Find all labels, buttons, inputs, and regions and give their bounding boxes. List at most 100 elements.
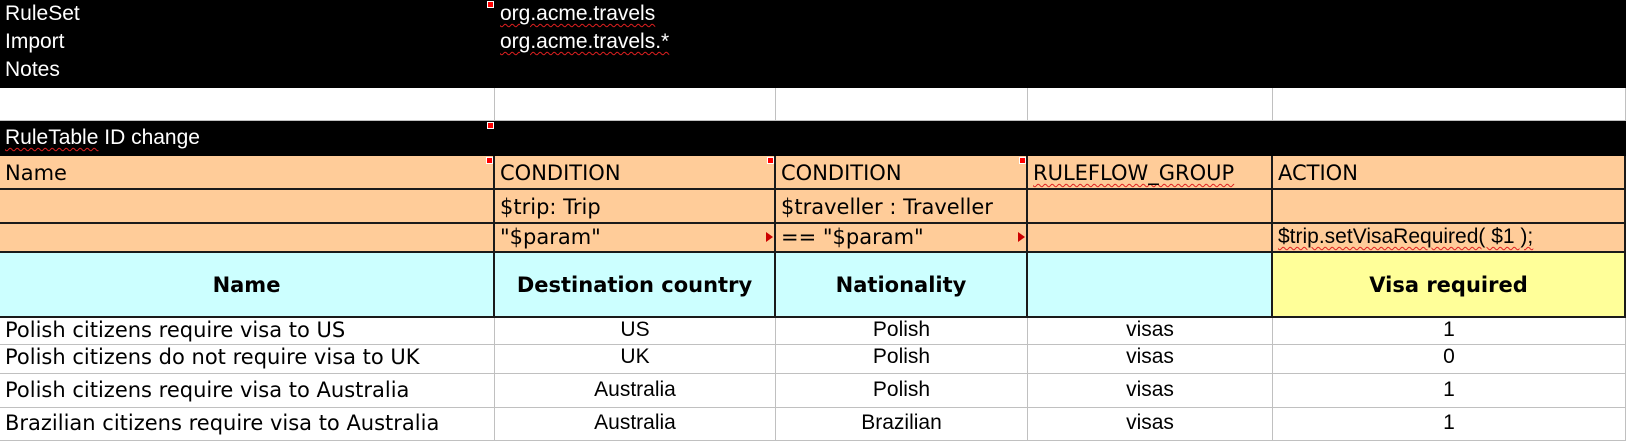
column-header-nationality[interactable]: Nationality — [776, 253, 1028, 318]
overflow-arrow-icon — [766, 232, 773, 242]
empty-cell[interactable] — [0, 88, 495, 121]
column-header-label: Nationality — [835, 273, 967, 297]
ruleflow-cell[interactable]: visas — [1028, 345, 1273, 374]
destination-cell[interactable]: US — [495, 318, 776, 345]
column-header-destination[interactable]: Destination country — [495, 253, 776, 318]
type-label: Name — [5, 161, 67, 185]
nationality-value: Brazilian — [861, 411, 942, 434]
visa-value: 1 — [1443, 378, 1455, 401]
destination-cell[interactable]: Australia — [495, 374, 776, 408]
object-cell[interactable]: $traveller : Traveller — [776, 190, 1028, 224]
object-cell[interactable] — [1273, 190, 1626, 224]
empty-cell[interactable] — [495, 88, 776, 121]
destination-cell[interactable]: Australia — [495, 408, 776, 441]
constraint-cell[interactable] — [0, 224, 495, 253]
type-cell-ruleflow[interactable]: RULEFLOW_GROUP — [1028, 156, 1273, 190]
table-row: Brazilian citizens require visa to Austr… — [0, 408, 1626, 441]
ruleflow-value: visas — [1126, 345, 1174, 368]
empty-cell[interactable] — [776, 88, 1028, 121]
rule-name: Brazilian citizens require visa to Austr… — [5, 411, 440, 435]
notes-label-cell[interactable]: Notes — [0, 57, 495, 88]
column-header-row: Name Destination country Nationality Vis… — [0, 253, 1626, 318]
object-cell[interactable] — [1028, 190, 1273, 224]
visa-value: 0 — [1443, 345, 1455, 368]
empty-cell[interactable] — [1273, 88, 1626, 121]
ruletable-title: RuleTable ID change — [5, 126, 200, 150]
rule-name-cell[interactable]: Polish citizens do not require visa to U… — [0, 345, 495, 374]
object-label: $traveller : Traveller — [781, 195, 993, 219]
destination-value: Australia — [594, 378, 676, 401]
visa-cell[interactable]: 1 — [1273, 374, 1626, 408]
table-row: Polish citizens require visa to Australi… — [0, 374, 1626, 408]
object-row: $trip: Trip $traveller : Traveller — [0, 190, 1626, 224]
ruletable-keyword: RuleTable — [5, 126, 99, 149]
rule-name: Polish citizens do not require visa to U… — [5, 345, 420, 369]
type-cell-action[interactable]: ACTION — [1273, 156, 1626, 190]
type-cell-name[interactable]: Name — [0, 156, 495, 190]
import-value-cell[interactable]: org.acme.travels.* — [495, 28, 1626, 57]
nationality-value: Polish — [872, 345, 931, 368]
column-header-label: Name — [212, 273, 281, 297]
nationality-cell[interactable]: Polish — [776, 318, 1028, 345]
type-label: CONDITION — [781, 161, 902, 185]
constraint-cell[interactable] — [1028, 224, 1273, 253]
ruleset-value: org.acme.travels — [500, 2, 656, 25]
nationality-cell[interactable]: Polish — [776, 374, 1028, 408]
constraint-label: == "$param" — [781, 225, 924, 249]
constraint-cell[interactable]: $trip.setVisaRequired( $1 ); — [1273, 224, 1626, 253]
rule-name-cell[interactable]: Polish citizens require visa to US — [0, 318, 495, 345]
destination-value: US — [620, 318, 650, 341]
column-header-name[interactable]: Name — [0, 253, 495, 318]
destination-cell[interactable]: UK — [495, 345, 776, 374]
comment-marker-icon — [1019, 157, 1026, 164]
ruleflow-cell[interactable]: visas — [1028, 374, 1273, 408]
table-row: Polish citizens require visa to US US Po… — [0, 318, 1626, 345]
visa-value: 1 — [1443, 411, 1455, 434]
ruletable-row: RuleTable ID change — [0, 121, 1626, 156]
object-cell[interactable] — [0, 190, 495, 224]
destination-value: Australia — [594, 411, 676, 434]
type-row: Name CONDITION CONDITION RULEFLOW_GROUP … — [0, 156, 1626, 190]
visa-cell[interactable]: 1 — [1273, 318, 1626, 345]
type-cell-condition-1[interactable]: CONDITION — [495, 156, 776, 190]
ruleset-row: RuleSet org.acme.travels — [0, 0, 1626, 28]
column-header-visa[interactable]: Visa required — [1273, 253, 1626, 318]
ruleflow-cell[interactable]: visas — [1028, 318, 1273, 345]
column-header-label: Visa required — [1369, 273, 1528, 297]
type-cell-condition-2[interactable]: CONDITION — [776, 156, 1028, 190]
import-label-cell[interactable]: Import — [0, 28, 495, 57]
ruleset-label-cell[interactable]: RuleSet — [0, 0, 495, 28]
type-label: RULEFLOW_GROUP — [1033, 161, 1235, 185]
comment-marker-icon — [486, 157, 493, 164]
empty-cell[interactable] — [1028, 88, 1273, 121]
nationality-cell[interactable]: Polish — [776, 345, 1028, 374]
visa-cell[interactable]: 0 — [1273, 345, 1626, 374]
rule-name: Polish citizens require visa to US — [5, 318, 346, 342]
constraint-cell[interactable]: == "$param" — [776, 224, 1028, 253]
nationality-cell[interactable]: Brazilian — [776, 408, 1028, 441]
rule-name-cell[interactable]: Polish citizens require visa to Australi… — [0, 374, 495, 408]
notes-value-cell[interactable] — [495, 57, 1626, 88]
ruletable-cell[interactable]: RuleTable ID change — [0, 121, 1626, 156]
ruleflow-cell[interactable]: visas — [1028, 408, 1273, 441]
comment-marker-icon — [487, 1, 494, 8]
ruleset-value-cell[interactable]: org.acme.travels — [495, 0, 1626, 28]
constraint-cell[interactable]: "$param" — [495, 224, 776, 253]
notes-label: Notes — [5, 58, 60, 81]
visa-cell[interactable]: 1 — [1273, 408, 1626, 441]
import-value: org.acme.travels.* — [500, 30, 670, 53]
ruleflow-value: visas — [1126, 411, 1174, 434]
column-header-label: Destination country — [516, 273, 753, 297]
ruleflow-value: visas — [1126, 318, 1174, 341]
empty-row — [0, 88, 1626, 121]
object-cell[interactable]: $trip: Trip — [495, 190, 776, 224]
ruleflow-value: visas — [1126, 378, 1174, 401]
visa-value: 1 — [1443, 318, 1455, 341]
notes-row: Notes — [0, 57, 1626, 88]
destination-value: UK — [620, 345, 650, 368]
import-label: Import — [5, 30, 65, 53]
column-header-ruleflow[interactable] — [1028, 253, 1273, 318]
constraint-label: "$param" — [500, 225, 601, 249]
rule-name-cell[interactable]: Brazilian citizens require visa to Austr… — [0, 408, 495, 441]
